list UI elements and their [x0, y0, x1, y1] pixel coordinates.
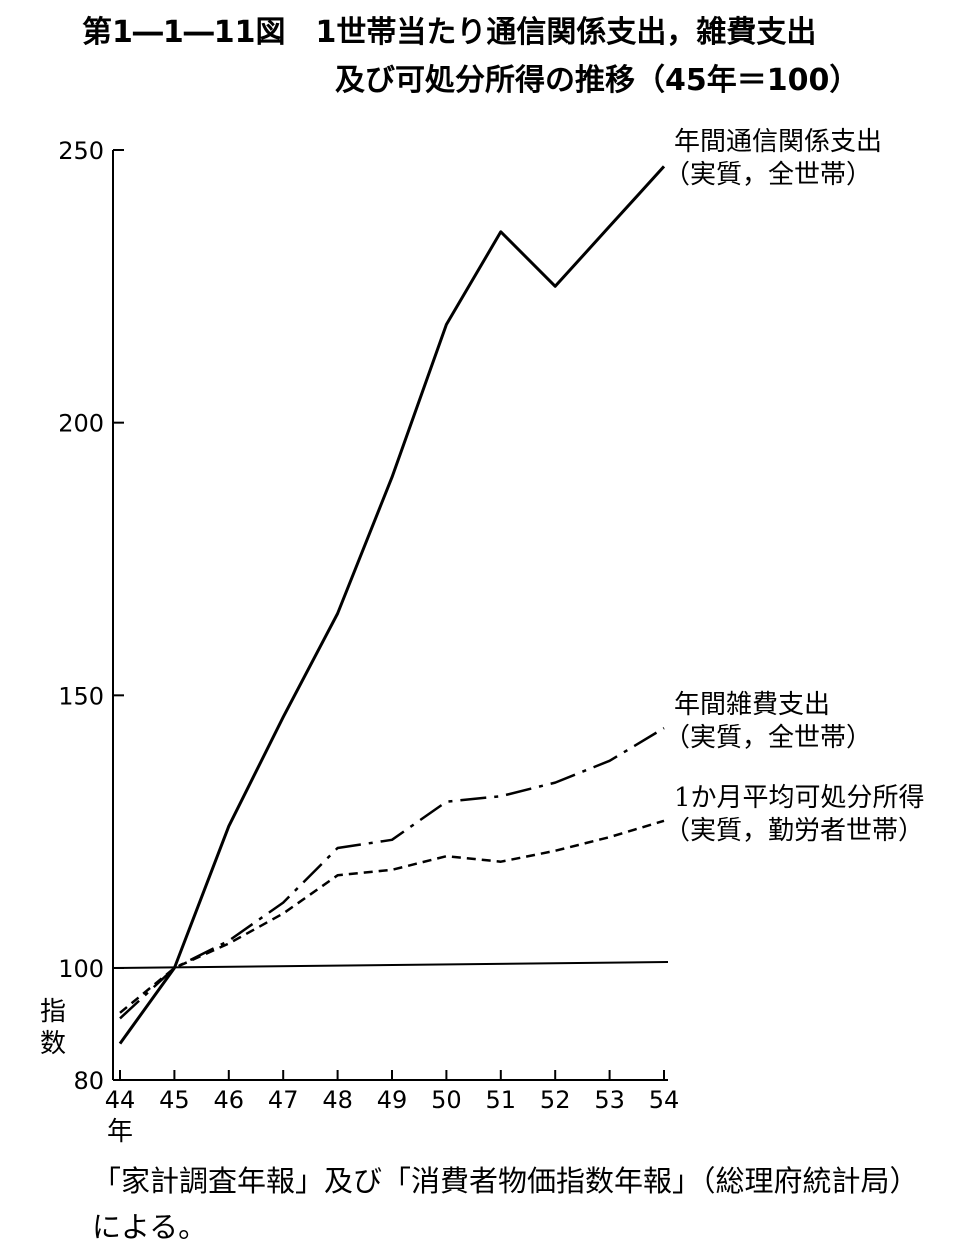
- x-tick-label: 45: [159, 1086, 190, 1114]
- series-1-label-line2: （実質，全世帯）: [664, 160, 872, 190]
- y-ticks: 80 100 150 200 250: [58, 137, 124, 1095]
- series-2-label-line2: （実質，全世帯）: [664, 723, 872, 753]
- y-tick-label: 150: [58, 682, 104, 710]
- x-tick-label: 53: [594, 1086, 625, 1114]
- x-tick-label: 52: [540, 1086, 571, 1114]
- x-tick-label: 49: [377, 1086, 408, 1114]
- x-tick-label: 48: [322, 1086, 353, 1114]
- x-ticks: 44 45 46 47 48 49 50 51 52 53 54 年: [105, 1070, 680, 1147]
- x-tick-label: 47: [268, 1086, 299, 1114]
- source-note: 「家計調査年報」及び「消費者物価指数年報」（総理府統計局）による。: [92, 1164, 919, 1244]
- chart-title-line2: 及び可処分所得の推移（45年＝100）: [335, 63, 859, 98]
- y-axis-label-char: 指: [40, 997, 66, 1027]
- y-tick-label: 80: [73, 1067, 104, 1095]
- y-axis-label-char: 数: [40, 1029, 66, 1059]
- plot-area: 80 100 150 200 250 44 45 46 47 48 49 50 51 52 53 54 年: [58, 137, 679, 1147]
- series-line-2: [119, 727, 665, 1020]
- series-1-label-line1: 年間通信関係支出: [674, 127, 882, 157]
- y-tick-label: 250: [58, 137, 104, 165]
- y-axis-label: 指数: [40, 997, 66, 1059]
- series-3-label-line2: （実質，勤労者世帯）: [664, 816, 924, 846]
- x-tick-label: 51: [486, 1086, 517, 1114]
- series-line-3: [119, 819, 665, 1014]
- series-3-label-line1: 1か月平均可処分所得: [674, 783, 925, 813]
- chart-title-line1: 第1―1―11図 1世帯当たり通信関係支出，雑費支出: [82, 15, 816, 50]
- x-tick-label: 50: [431, 1086, 462, 1114]
- x-tick-label: 44: [105, 1086, 136, 1114]
- series-lines: [118, 165, 666, 1045]
- series-line-1: [118, 165, 666, 1045]
- x-tick-label: 46: [214, 1086, 245, 1114]
- reference-line-100: [112, 961, 669, 969]
- y-tick-label: 100: [58, 955, 104, 983]
- series-2-label-line1: 年間雑費支出: [674, 690, 830, 720]
- x-tick-label: 54: [649, 1086, 680, 1114]
- x-axis-unit: 年: [107, 1117, 133, 1147]
- y-tick-label: 200: [58, 410, 104, 438]
